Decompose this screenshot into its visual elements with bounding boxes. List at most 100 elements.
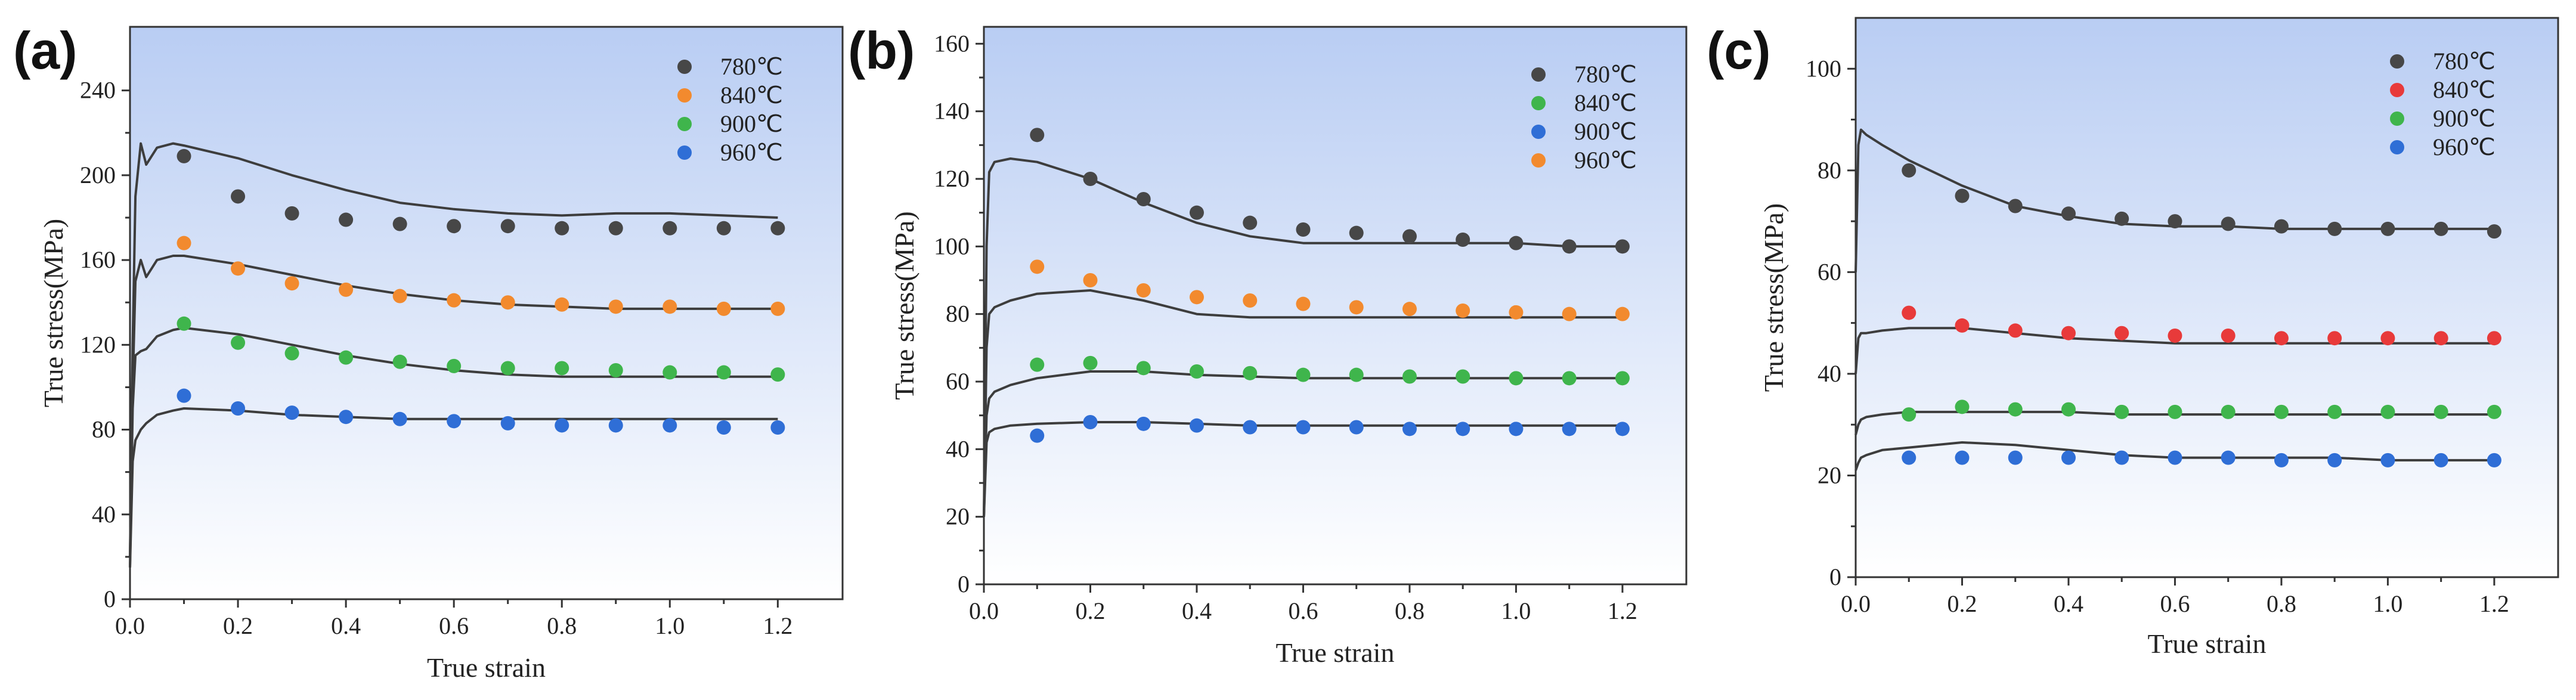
data-point [1456, 303, 1470, 318]
data-point [2380, 331, 2395, 346]
data-point [500, 219, 515, 234]
x-axis-title: True strain [2148, 628, 2267, 659]
data-point [2168, 214, 2182, 229]
data-point [1955, 188, 1970, 203]
data-point [1296, 296, 1311, 311]
x-tick-label: 0.0 [115, 612, 145, 639]
model-curve [983, 289, 1623, 517]
data-point [770, 221, 785, 236]
x-axis-title: True strain [1276, 637, 1395, 668]
x-tick-label: 0.6 [2160, 590, 2190, 617]
data-point [608, 221, 623, 236]
data-point [2274, 453, 2289, 467]
x-tick-label: 0.2 [1075, 597, 1105, 624]
legend-marker [1531, 125, 1546, 139]
data-point [1349, 225, 1364, 240]
y-tick-label: 80 [1818, 157, 1841, 184]
legend-label: 900℃ [720, 110, 783, 137]
data-point [392, 216, 407, 231]
data-point [555, 297, 569, 312]
data-point [1136, 361, 1151, 376]
plot-area [1854, 17, 2559, 578]
data-point [1189, 290, 1204, 305]
x-tick-label: 1.2 [2479, 590, 2509, 617]
data-point [662, 221, 677, 236]
y-tick-label: 20 [946, 503, 970, 530]
data-point [392, 289, 407, 303]
y-tick-label: 40 [946, 435, 970, 462]
data-point [2168, 404, 2182, 419]
model-curve [129, 142, 778, 557]
data-point [177, 236, 191, 250]
data-point [2221, 328, 2236, 343]
data-point [2168, 450, 2182, 465]
legend-marker [677, 88, 692, 103]
y-tick-label: 20 [1818, 461, 1841, 488]
data-point [2487, 453, 2501, 467]
legend-label: 840℃ [2433, 76, 2496, 103]
data-point [1296, 367, 1311, 382]
y-tick-label: 100 [934, 233, 970, 259]
y-tick-label: 0 [958, 571, 970, 597]
data-point [1562, 422, 1577, 436]
plot-area [983, 26, 1688, 586]
data-point [1030, 357, 1045, 372]
y-axis-title: True stress(MPa) [1758, 203, 1789, 392]
data-point [1189, 364, 1204, 379]
x-tick-label: 0.2 [223, 612, 253, 639]
y-tick-label: 60 [946, 368, 970, 395]
data-point [500, 416, 515, 430]
data-point [1243, 293, 1258, 308]
data-point [2008, 323, 2023, 338]
y-tick-label: 120 [934, 165, 970, 192]
data-point [1136, 283, 1151, 298]
legend-label: 780℃ [1574, 61, 1637, 88]
legend-label: 840℃ [1574, 89, 1637, 116]
x-tick-label: 1.2 [763, 612, 792, 639]
x-tick-label: 0.8 [1395, 597, 1425, 624]
data-point [1902, 163, 1916, 178]
panel-label: (a) [13, 21, 78, 80]
panel-a: (a) 0.0 0.2 0.4 0.6 0.8 1.0 1.2 0 40 80 120 160 200 2… [13, 21, 844, 683]
legend-marker [2390, 140, 2404, 154]
data-point [1083, 355, 1098, 370]
x-tick-label: 0.2 [1947, 590, 1977, 617]
x-axis-title: True strain [427, 652, 546, 683]
data-point [716, 420, 731, 435]
data-point [339, 282, 354, 297]
data-point [1509, 305, 1524, 320]
legend-label: 900℃ [2433, 105, 2496, 132]
data-point [716, 365, 731, 380]
data-point [392, 354, 407, 369]
data-point [1955, 318, 1970, 333]
x-tick-label: 0.4 [2054, 590, 2083, 617]
data-point [177, 388, 191, 403]
legend-marker [1531, 67, 1546, 82]
legend-label: 960℃ [1574, 147, 1637, 174]
data-point [1509, 371, 1524, 386]
data-point [2114, 211, 2129, 226]
legend-marker [2390, 54, 2404, 69]
data-point [2008, 402, 2023, 417]
legend-marker [677, 117, 692, 131]
data-point [447, 414, 462, 429]
data-point [1902, 450, 1916, 465]
data-point [1402, 422, 1417, 436]
data-point [1189, 205, 1204, 220]
data-point [2487, 331, 2501, 346]
data-point [1296, 222, 1311, 237]
legend-marker [677, 145, 692, 160]
y-axis-title: True stress(MPa) [889, 211, 919, 399]
data-point [1083, 273, 1098, 287]
data-point [1243, 366, 1258, 380]
data-point [1083, 415, 1098, 429]
y-tick-label: 40 [1818, 360, 1841, 387]
x-tick-label: 1.0 [655, 612, 685, 639]
data-point [2433, 404, 2448, 419]
data-point [2327, 221, 2342, 236]
y-tick-label: 60 [1818, 258, 1841, 285]
x-tick-label: 0.8 [2267, 590, 2296, 617]
data-point [392, 411, 407, 426]
data-point [2487, 224, 2501, 239]
